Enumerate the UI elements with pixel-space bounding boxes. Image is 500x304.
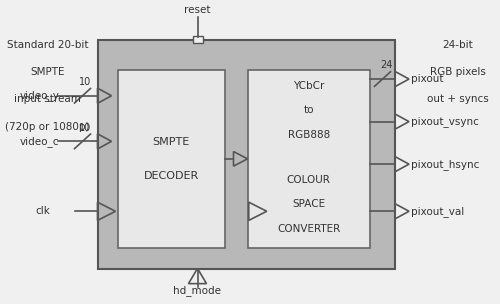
Text: (720p or 1080p): (720p or 1080p): [5, 122, 90, 132]
Text: CONVERTER: CONVERTER: [277, 224, 340, 234]
Text: COLOUR: COLOUR: [287, 175, 331, 185]
Bar: [192, 36, 202, 43]
Text: pixout_val: pixout_val: [411, 206, 465, 217]
Text: RGB888: RGB888: [288, 130, 330, 140]
Text: pixout: pixout: [411, 74, 444, 84]
Text: clk: clk: [35, 206, 50, 216]
Text: pixout_vsync: pixout_vsync: [411, 116, 479, 127]
Text: SMPTE: SMPTE: [152, 137, 190, 147]
Text: 10: 10: [79, 123, 91, 133]
Text: SMPTE: SMPTE: [30, 67, 65, 77]
Text: 10: 10: [79, 77, 91, 87]
Text: pixout_hsync: pixout_hsync: [411, 159, 480, 170]
Text: video_c: video_c: [20, 136, 59, 147]
Bar: [98, 40, 395, 269]
Text: YCbCr: YCbCr: [293, 81, 324, 91]
Text: 24-bit: 24-bit: [442, 40, 473, 50]
Text: DECODER: DECODER: [144, 171, 199, 181]
Bar: [248, 70, 370, 248]
Text: input stream: input stream: [14, 94, 81, 104]
Text: SPACE: SPACE: [292, 199, 326, 209]
Text: video_y: video_y: [20, 90, 60, 101]
Text: RGB pixels: RGB pixels: [430, 67, 486, 77]
Text: reset: reset: [184, 5, 211, 15]
Text: hd_mode: hd_mode: [174, 285, 222, 296]
Text: Standard 20-bit: Standard 20-bit: [7, 40, 88, 50]
Text: out + syncs: out + syncs: [426, 94, 488, 104]
Text: to: to: [304, 105, 314, 115]
Bar: [118, 70, 225, 248]
Text: 24: 24: [380, 60, 392, 70]
